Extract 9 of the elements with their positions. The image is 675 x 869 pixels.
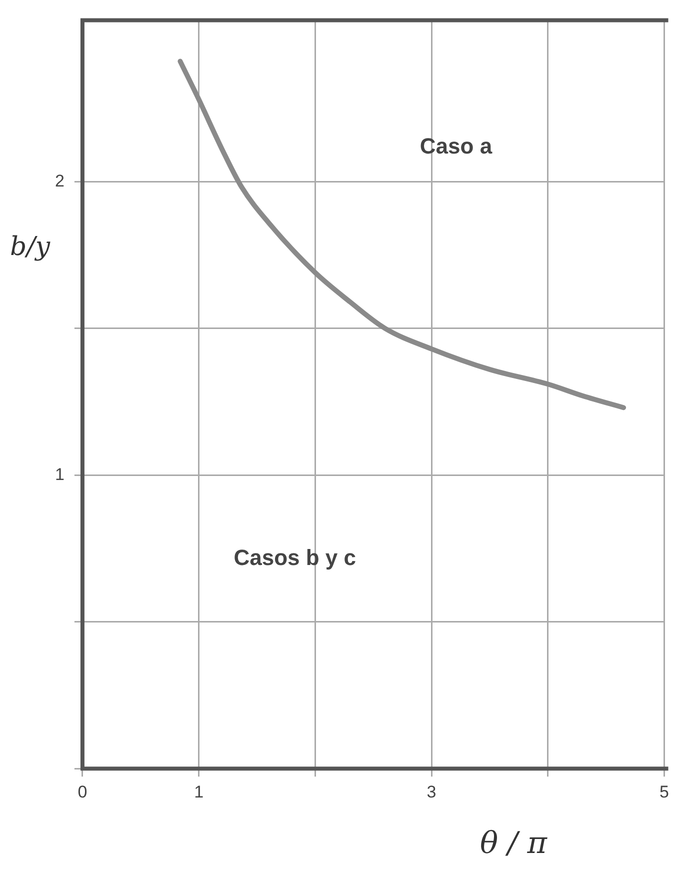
y-tick-label: 2 — [54, 171, 64, 190]
annotation: Caso a — [420, 133, 493, 158]
x-tick-label: 5 — [660, 782, 670, 802]
x-axis-title: θ / π — [480, 826, 547, 861]
x-tick-label: 3 — [426, 782, 436, 802]
x-tick-label: 1 — [194, 782, 204, 802]
annotation: Casos b y c — [234, 545, 356, 570]
y-axis-title: b/y — [10, 232, 50, 262]
x-tick-label: 0 — [78, 782, 88, 802]
